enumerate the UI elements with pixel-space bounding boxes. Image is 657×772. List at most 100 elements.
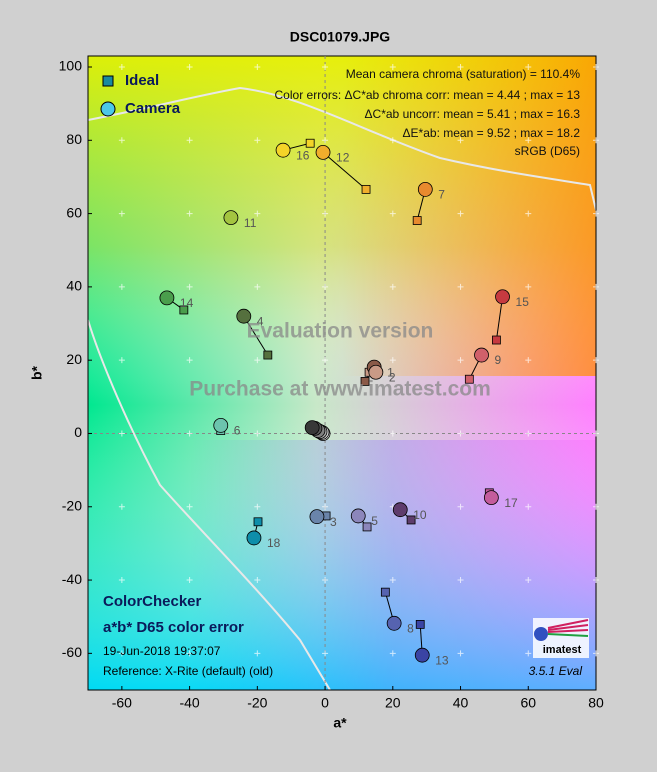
grid-cross bbox=[186, 63, 193, 70]
grid-cross bbox=[254, 503, 261, 510]
grid-cross bbox=[118, 650, 125, 657]
x-tick-label: 80 bbox=[588, 695, 604, 711]
grid-cross bbox=[457, 357, 464, 364]
camera-point bbox=[159, 290, 175, 306]
annotation: Color errors: ΔC*ab chroma corr: mean = … bbox=[275, 88, 581, 102]
point-label: 13 bbox=[435, 653, 449, 667]
y-tick-label: 0 bbox=[74, 424, 82, 440]
grid-cross bbox=[593, 577, 599, 584]
camera-point bbox=[474, 347, 489, 363]
grid-cross bbox=[186, 503, 193, 510]
chart-title: DSC01079.JPG bbox=[290, 29, 391, 45]
ideal-point bbox=[415, 620, 425, 629]
y-tick-label: 60 bbox=[66, 204, 82, 220]
grid-cross bbox=[593, 283, 599, 290]
x-axis-label: a* bbox=[333, 715, 347, 731]
annotation: ΔE*ab: mean = 9.52 ; max = 18.2 bbox=[403, 126, 581, 140]
grid-cross bbox=[525, 210, 532, 217]
legend-marker bbox=[102, 75, 114, 87]
grid-cross bbox=[389, 577, 396, 584]
x-tick-label: -20 bbox=[247, 695, 267, 711]
logo: imatest bbox=[533, 618, 589, 658]
grid-cross bbox=[118, 503, 125, 510]
ideal-point bbox=[179, 305, 189, 315]
grid-cross bbox=[525, 283, 532, 290]
grid-cross bbox=[254, 283, 261, 290]
grid-cross bbox=[457, 63, 464, 70]
error-connector bbox=[243, 315, 269, 356]
gamut-boundary bbox=[88, 319, 331, 690]
watermark: Evaluation version Purchase at www.imate… bbox=[189, 320, 491, 401]
x-tick-label: -60 bbox=[112, 695, 132, 711]
y-tick-label: 100 bbox=[59, 58, 83, 74]
annotation: Mean camera chroma (saturation) = 110.4% bbox=[346, 67, 581, 81]
grid-cross bbox=[457, 283, 464, 290]
grid-cross bbox=[389, 137, 396, 144]
grid-cross bbox=[254, 650, 261, 657]
grid-cross bbox=[186, 357, 193, 364]
x-tick-label: 0 bbox=[321, 695, 329, 711]
camera-point bbox=[417, 181, 433, 197]
x-tick-label: -40 bbox=[179, 695, 199, 711]
point-label: 8 bbox=[407, 621, 414, 635]
watermark-text: Evaluation version bbox=[247, 320, 434, 343]
grid-cross bbox=[322, 577, 329, 584]
camera-point bbox=[495, 289, 510, 305]
camera-point bbox=[275, 142, 291, 158]
grid-cross bbox=[118, 357, 125, 364]
grid-cross bbox=[118, 137, 125, 144]
camera-point bbox=[213, 418, 229, 433]
grid-cross bbox=[118, 577, 125, 584]
grid-cross bbox=[186, 210, 193, 217]
ideal-point bbox=[305, 138, 315, 148]
annotation: ΔC*ab uncorr: mean = 5.41 ; max = 16.3 bbox=[365, 107, 581, 121]
grid-cross bbox=[525, 503, 532, 510]
ideal-point bbox=[362, 522, 372, 532]
ideal-point bbox=[492, 335, 501, 345]
point-label: 7 bbox=[438, 188, 445, 202]
gamut-boundary bbox=[88, 86, 596, 211]
grid-cross bbox=[186, 650, 193, 657]
grid-cross bbox=[593, 63, 599, 70]
y-tick-label: 20 bbox=[66, 351, 82, 367]
camera-point bbox=[223, 210, 239, 226]
grid-cross bbox=[118, 210, 125, 217]
annotation-block: Mean camera chroma (saturation) = 110.4%… bbox=[275, 67, 581, 158]
grid-cross bbox=[254, 430, 261, 437]
point-label: 11 bbox=[244, 216, 257, 230]
camera-point bbox=[304, 420, 320, 436]
point-label: 17 bbox=[504, 496, 518, 510]
grid-cross bbox=[322, 503, 329, 510]
grid-cross bbox=[389, 210, 396, 217]
grid-cross bbox=[457, 650, 464, 657]
camera-point bbox=[246, 530, 262, 546]
watermark-text: Purchase at www.imatest.com bbox=[189, 378, 491, 401]
grid-cross bbox=[457, 503, 464, 510]
error-connector bbox=[322, 152, 367, 190]
camera-point bbox=[236, 308, 252, 324]
camera-point bbox=[350, 508, 366, 524]
annotation: sRGB (D65) bbox=[515, 144, 580, 158]
camera-point bbox=[386, 615, 402, 631]
grid-cross bbox=[457, 137, 464, 144]
grid-cross bbox=[322, 137, 329, 144]
point-label: 18 bbox=[267, 536, 281, 550]
plot-frame bbox=[87, 55, 597, 691]
y-tick-label: -20 bbox=[62, 497, 82, 513]
grid-cross bbox=[593, 357, 599, 364]
y-tick-label: -60 bbox=[62, 644, 82, 660]
ideal-point bbox=[412, 216, 422, 225]
ideal-point bbox=[380, 587, 390, 597]
camera-point bbox=[392, 502, 408, 518]
footer: ColorChecker a*b* D65 color error 19-Jun… bbox=[103, 593, 273, 678]
ideal-point bbox=[464, 374, 474, 384]
grid-cross bbox=[254, 210, 261, 217]
grid-cross bbox=[186, 430, 193, 437]
grid-cross bbox=[593, 430, 599, 437]
grid-cross bbox=[525, 357, 532, 364]
grid-cross bbox=[254, 357, 261, 364]
grid-cross bbox=[389, 357, 396, 364]
grid-cross bbox=[254, 137, 261, 144]
legend-label: Ideal bbox=[125, 72, 159, 89]
